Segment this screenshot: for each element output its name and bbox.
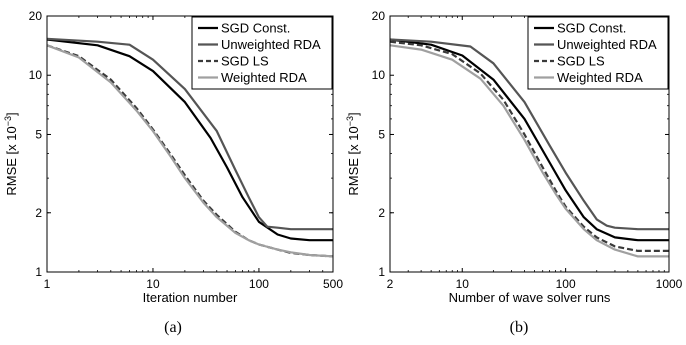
y-axis-label-exponent: −3 (345, 116, 355, 126)
x-tick-label: 100 (249, 277, 269, 291)
series-line-weighted-rda (47, 44, 333, 258)
x-tick-label: 500 (323, 277, 343, 291)
legend-label: Weighted RDA (221, 70, 307, 85)
x-tick-label: 10 (146, 277, 160, 291)
x-tick-label: 2 (387, 277, 394, 291)
series-line-unweighted-rda (390, 38, 669, 231)
plot-frame (389, 15, 670, 273)
y-axis-label-main: RMSE [x 10 (346, 126, 361, 195)
y-axis-label-main: RMSE [x 10 (4, 126, 19, 195)
y-axis-label-exponent: −3 (3, 116, 13, 126)
y-tick-label: 20 (372, 9, 386, 23)
series-line-weighted-rda (390, 44, 669, 258)
legend-label: SGD LS (557, 54, 605, 69)
panel-label: (b) (510, 319, 529, 336)
y-axis-label: RMSE [x 10−3] (345, 112, 361, 195)
chart-panel-a: 1 10 100 500 1 2 5 10 20 Iteration number RMSE [x … (3, 9, 343, 336)
legend-label: SGD LS (221, 54, 269, 69)
plot-frame (46, 15, 334, 273)
x-tick-label: 1000 (656, 277, 683, 291)
series-line-sgd-ls (390, 40, 669, 252)
x-axis-label: Iteration number (143, 290, 238, 305)
y-tick-label: 20 (29, 9, 43, 23)
y-axis-label-close: ] (346, 112, 361, 116)
series-line-unweighted-rda (47, 37, 333, 231)
x-tick-label: 100 (556, 277, 576, 291)
y-tick-label: 2 (35, 206, 42, 220)
legend-label: Unweighted RDA (557, 37, 657, 52)
y-tick-label: 2 (378, 206, 385, 220)
x-tick-label: 1 (44, 277, 51, 291)
y-tick-label: 10 (372, 68, 386, 82)
x-axis-label: Number of wave solver runs (449, 290, 611, 305)
legend-label: SGD Const. (221, 21, 290, 36)
legend-label: SGD Const. (557, 21, 626, 36)
series-line-sgd-const- (390, 38, 669, 242)
y-axis-label-close: ] (4, 112, 19, 116)
panel-label: (a) (164, 319, 182, 336)
x-tick-label: 10 (456, 277, 470, 291)
series-line-sgd-const- (47, 38, 333, 242)
series-line-sgd-ls (47, 44, 333, 258)
y-tick-label: 5 (378, 127, 385, 141)
y-tick-label: 1 (35, 265, 42, 279)
y-axis-label: RMSE [x 10−3] (3, 112, 19, 195)
y-tick-label: 5 (35, 127, 42, 141)
y-tick-label: 10 (29, 68, 43, 82)
legend-label: Unweighted RDA (221, 37, 321, 52)
y-tick-label: 1 (378, 265, 385, 279)
legend-label: Weighted RDA (557, 70, 643, 85)
